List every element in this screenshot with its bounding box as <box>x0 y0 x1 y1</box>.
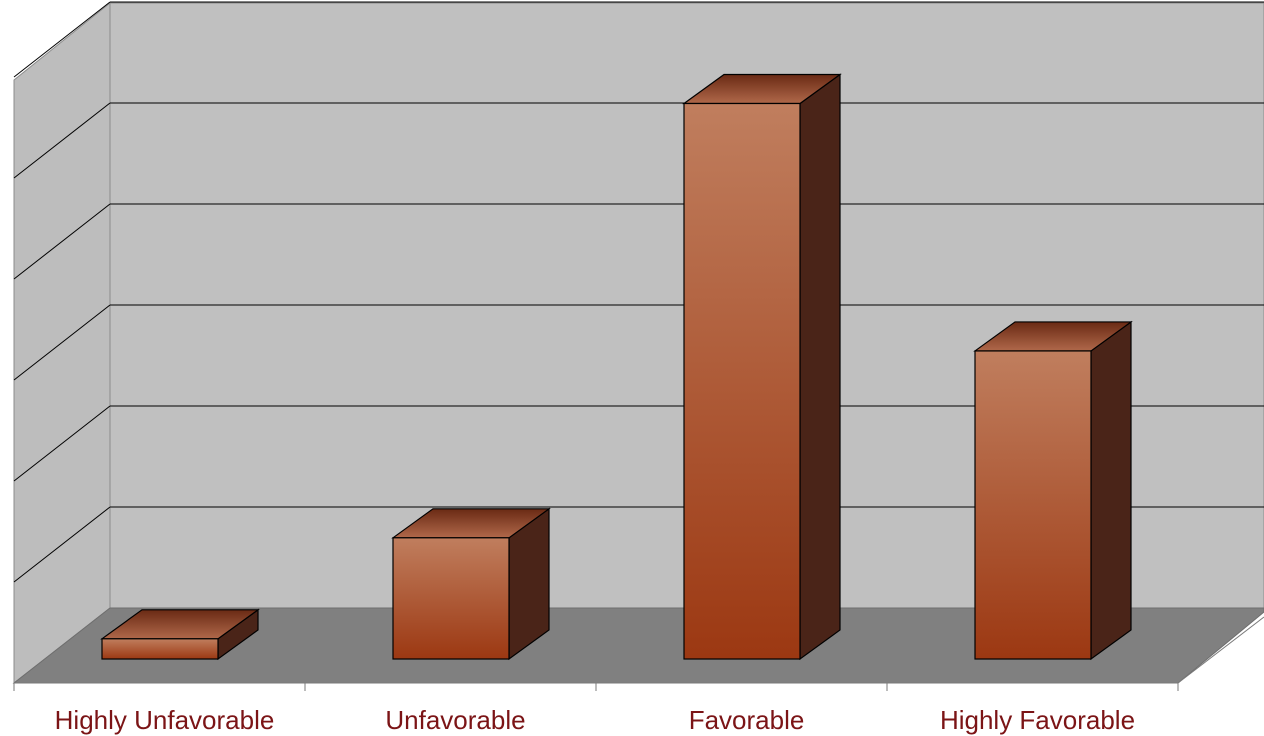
bar-front <box>392 537 510 660</box>
category-label: Highly Favorable <box>940 705 1135 735</box>
bar-side <box>799 73 841 661</box>
bar-front <box>683 102 801 660</box>
bar-front <box>101 638 219 660</box>
category-axis <box>13 616 1264 691</box>
bar <box>682 73 842 661</box>
bar <box>100 608 260 661</box>
bars <box>100 73 1133 661</box>
category-axis-end <box>1177 616 1264 684</box>
gridline-side <box>13 405 111 482</box>
gridline-side <box>13 102 111 179</box>
gridline-side <box>13 304 111 381</box>
bar-side <box>1090 320 1132 661</box>
category-labels: Highly Unfavorable Unfavorable Favorable Hi… <box>55 705 1135 735</box>
category-label: Unfavorable <box>385 705 525 735</box>
bar-front <box>974 350 1092 660</box>
bar <box>973 320 1133 661</box>
category-label: Favorable <box>689 705 805 735</box>
gridline-side <box>13 203 111 280</box>
gridline-side <box>13 1 111 78</box>
category-label: Highly Unfavorable <box>55 705 275 735</box>
gridline-side <box>13 506 111 583</box>
bar <box>391 507 551 661</box>
